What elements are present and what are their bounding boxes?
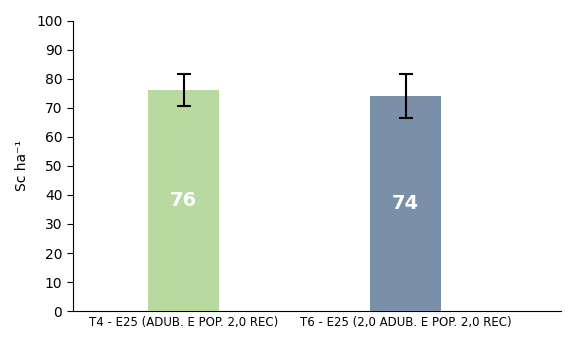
Y-axis label: Sc ha⁻¹: Sc ha⁻¹ xyxy=(15,140,29,191)
Bar xyxy=(370,96,441,311)
Text: 76: 76 xyxy=(170,191,197,210)
Text: 74: 74 xyxy=(392,194,419,213)
Bar xyxy=(148,90,219,311)
